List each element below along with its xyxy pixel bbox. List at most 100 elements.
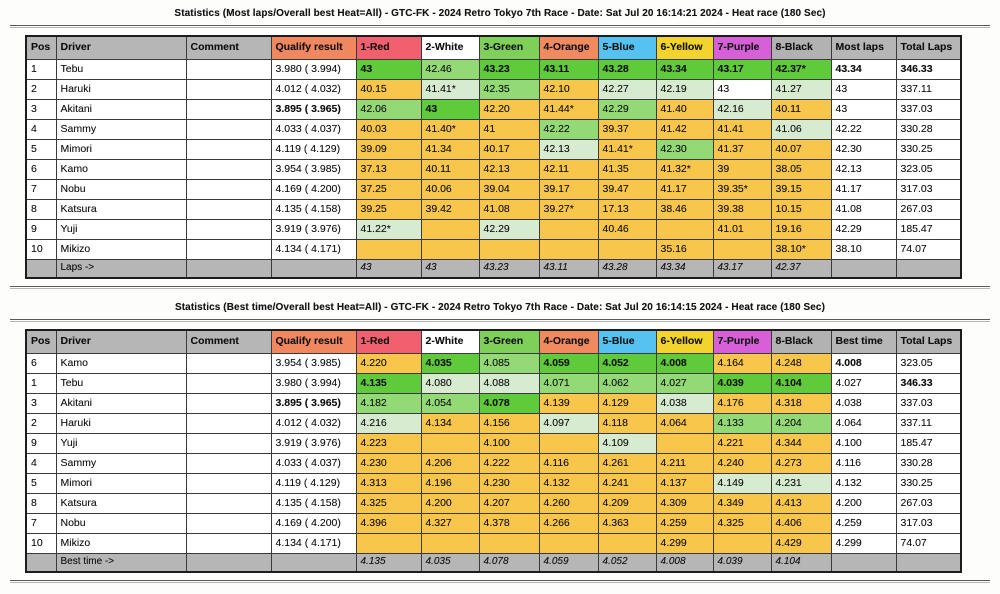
most-laps-cell: 41.17 bbox=[830, 179, 897, 200]
heat-time-cell: 4.182 bbox=[355, 393, 422, 414]
driver-row: 10 Mikizo 4.134 ( 4.171) 4.299 4.429 4.299 74.… bbox=[25, 533, 962, 554]
heat-time-cell: 41.27 bbox=[770, 79, 832, 100]
pos-cell: 9 bbox=[25, 219, 57, 240]
heat-time-cell: 41.40* bbox=[420, 119, 480, 140]
column-header-8-black: 8-Black bbox=[770, 35, 832, 60]
column-header-7-purple: 7-Purple bbox=[712, 329, 772, 354]
heat-time-cell: 42.19 bbox=[655, 79, 714, 100]
comment-cell bbox=[185, 493, 272, 514]
pos-cell: 10 bbox=[25, 533, 57, 554]
heat-time-cell: 4.118 bbox=[597, 413, 657, 434]
summary-spacer bbox=[830, 259, 897, 278]
total-laps-cell: 323.05 bbox=[895, 353, 962, 374]
column-header-pos: Pos bbox=[25, 35, 57, 60]
driver-name: Sammy bbox=[55, 453, 187, 474]
heat-time-cell: 41.44* bbox=[538, 99, 599, 120]
section-bottom-divider bbox=[10, 579, 990, 583]
driver-name: Haruki bbox=[55, 79, 187, 100]
driver-name: Mimori bbox=[55, 139, 187, 160]
heat-time-cell: 4.135 bbox=[355, 373, 422, 394]
pos-cell: 4 bbox=[25, 453, 57, 474]
total-laps-cell: 337.03 bbox=[895, 393, 962, 414]
total-laps-cell: 267.03 bbox=[895, 493, 962, 514]
heat-time-cell: 40.46 bbox=[597, 219, 657, 240]
heat-time-cell bbox=[420, 219, 480, 240]
qualify-cell: 3.954 ( 3.985) bbox=[270, 159, 357, 180]
summary-value-cell: 43.23 bbox=[478, 259, 540, 278]
driver-row: 6 Kamo 3.954 ( 3.985) 4.220 4.035 4.085 4.059 4… bbox=[25, 353, 962, 374]
heat-time-cell: 42.27 bbox=[597, 79, 657, 100]
summary-spacer bbox=[830, 553, 897, 572]
heat-time-cell: 40.03 bbox=[355, 119, 422, 140]
comment-cell bbox=[185, 533, 272, 554]
heat-time-cell: 35.16 bbox=[655, 239, 714, 260]
heat-time-cell: 39.25 bbox=[355, 199, 422, 220]
qualify-cell: 3.980 ( 3.994) bbox=[270, 373, 357, 394]
pos-cell: 5 bbox=[25, 139, 57, 160]
heat-time-cell: 42.06 bbox=[355, 99, 422, 120]
heat-time-cell bbox=[538, 219, 599, 240]
heat-time-cell bbox=[597, 533, 657, 554]
heat-time-cell: 4.211 bbox=[655, 453, 714, 474]
heat-time-cell: 41.34 bbox=[420, 139, 480, 160]
pos-cell: 8 bbox=[25, 199, 57, 220]
pos-cell: 1 bbox=[25, 373, 57, 394]
driver-row: 3 Akitani 3.895 ( 3.965) 42.06 43 42.20 41.44*… bbox=[25, 99, 962, 120]
heat-time-cell bbox=[597, 239, 657, 260]
stats-section-most-laps: Statistics (Most laps/Overall best Heat=… bbox=[0, 0, 1000, 289]
driver-name: Akitani bbox=[55, 393, 187, 414]
most-laps-cell: 42.29 bbox=[830, 219, 897, 240]
heat-time-cell: 4.071 bbox=[538, 373, 599, 394]
heat-time-cell: 4.204 bbox=[770, 413, 832, 434]
summary-value-cell: 4.059 bbox=[538, 553, 599, 572]
most-laps-cell: 42.30 bbox=[830, 139, 897, 160]
heat-time-cell: 40.11 bbox=[770, 99, 832, 120]
heat-time-cell: 40.06 bbox=[420, 179, 480, 200]
heat-time-cell: 4.413 bbox=[770, 493, 832, 514]
heat-time-cell: 41.17 bbox=[655, 179, 714, 200]
heat-time-cell: 4.035 bbox=[420, 353, 480, 374]
heat-time-cell bbox=[420, 239, 480, 260]
qualify-cell: 3.895 ( 3.965) bbox=[270, 99, 357, 120]
pos-cell: 7 bbox=[25, 179, 57, 200]
summary-spacer bbox=[25, 553, 57, 572]
comment-cell bbox=[185, 219, 272, 240]
heat-time-cell: 4.259 bbox=[655, 513, 714, 534]
summary-value-cell: 4.035 bbox=[420, 553, 480, 572]
driver-row: 10 Mikizo 4.134 ( 4.171) 35.16 38.10* 38.10 74… bbox=[25, 239, 962, 260]
heat-time-cell: 4.200 bbox=[420, 493, 480, 514]
heat-time-cell: 40.07 bbox=[770, 139, 832, 160]
heat-time-cell: 42.22 bbox=[538, 119, 599, 140]
heat-time-cell: 40.15 bbox=[355, 79, 422, 100]
best-time-cell: 4.299 bbox=[830, 533, 897, 554]
heat-time-cell bbox=[655, 219, 714, 240]
heat-time-cell bbox=[355, 239, 422, 260]
heat-time-cell: 4.230 bbox=[478, 473, 540, 494]
heat-time-cell: 42.13 bbox=[478, 159, 540, 180]
qualify-cell: 3.980 ( 3.994) bbox=[270, 59, 357, 80]
heat-time-cell: 4.134 bbox=[420, 413, 480, 434]
report-title: Statistics (Best time/Overall best Heat=… bbox=[174, 302, 826, 313]
summary-spacer bbox=[270, 259, 357, 278]
heat-time-cell: 43.28 bbox=[597, 59, 657, 80]
summary-value-cell: 43.28 bbox=[597, 259, 657, 278]
total-laps-cell: 346.33 bbox=[895, 373, 962, 394]
qualify-cell: 4.135 ( 4.158) bbox=[270, 493, 357, 514]
heat-time-cell bbox=[538, 533, 599, 554]
heat-time-cell: 41.37 bbox=[712, 139, 772, 160]
heat-time-cell: 39.37 bbox=[597, 119, 657, 140]
pos-cell: 6 bbox=[25, 353, 57, 374]
comment-cell bbox=[185, 393, 272, 414]
most-laps-cell: 42.13 bbox=[830, 159, 897, 180]
heat-time-cell: 4.064 bbox=[655, 413, 714, 434]
total-laps-cell: 317.03 bbox=[895, 513, 962, 534]
comment-cell bbox=[185, 373, 272, 394]
section-bottom-divider bbox=[10, 285, 990, 289]
heat-time-cell: 39.04 bbox=[478, 179, 540, 200]
heat-time-cell: 4.318 bbox=[770, 393, 832, 414]
pos-cell: 10 bbox=[25, 239, 57, 260]
summary-label: Best time -> bbox=[55, 553, 187, 572]
heat-time-cell: 4.260 bbox=[538, 493, 599, 514]
total-laps-cell: 346.33 bbox=[895, 59, 962, 80]
